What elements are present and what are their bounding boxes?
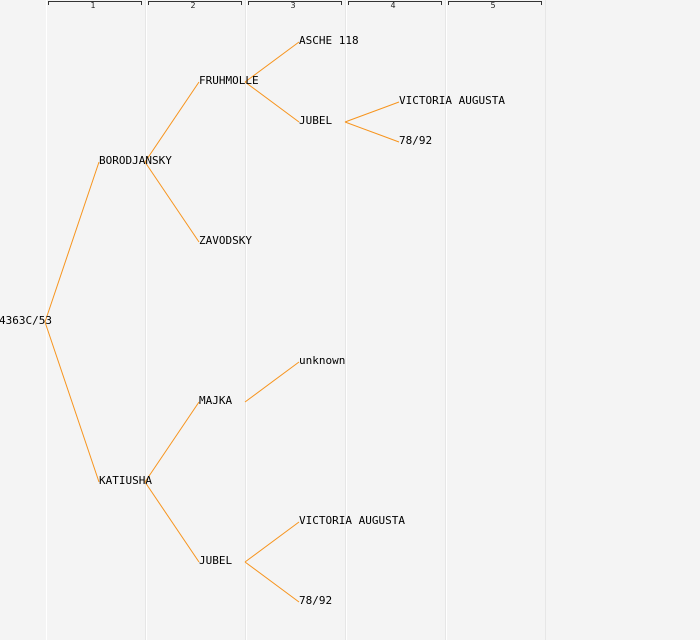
ancestor-name: 78/92: [399, 134, 433, 147]
pedigree-edge: [244, 561, 300, 603]
ancestor-name: VICTORIA AUGUSTA: [399, 94, 505, 107]
generation-bracket: [48, 1, 142, 5]
pedigree-edge: [144, 81, 200, 163]
generation-label: 5: [490, 1, 496, 10]
generation-column-4: [346, 0, 446, 640]
ancestor-name: KATIUSHA: [99, 474, 152, 487]
generation-column-1: [46, 0, 146, 640]
ancestor-name: BORODJANSKY: [99, 154, 172, 167]
generation-label: 2: [190, 1, 196, 10]
generation-bracket: [248, 1, 342, 5]
pedigree-edge: [144, 481, 200, 563]
pedigree-edge: [144, 401, 200, 483]
ancestor-name: 78/92: [299, 594, 333, 607]
ancestor-name: FRUHMOLLE: [199, 74, 259, 87]
pedigree-edge: [244, 81, 300, 123]
generation-bracket: [448, 1, 542, 5]
pedigree-edge: [244, 41, 300, 83]
pedigree-edge: [344, 121, 400, 143]
ancestor-name: VICTORIA AUGUSTA: [299, 514, 405, 527]
generation-column-5: [446, 0, 546, 640]
ancestor-name: MAJKA: [199, 394, 233, 407]
pedigree-edge: [44, 321, 100, 483]
generation-bracket: [348, 1, 442, 5]
subject-name: 4363C/53: [0, 314, 52, 327]
generation-label: 4: [390, 1, 396, 10]
pedigree-edge: [344, 101, 400, 123]
pedigree-edge: [244, 361, 300, 403]
generation-column-2: [146, 0, 246, 640]
generation-column-3: [246, 0, 346, 640]
generation-bracket: [148, 1, 242, 5]
ancestor-name: JUBEL: [299, 114, 333, 127]
generation-label: 1: [90, 1, 96, 10]
generation-label: 3: [290, 1, 296, 10]
ancestor-name: ZAVODSKY: [199, 234, 252, 247]
ancestor-name: JUBEL: [199, 554, 233, 567]
pedigree-edge: [244, 521, 300, 563]
pedigree-edge: [44, 161, 100, 323]
ancestor-name: ASCHE 118: [299, 34, 359, 47]
ancestor-name: unknown: [299, 354, 346, 367]
pedigree-edge: [144, 161, 200, 243]
